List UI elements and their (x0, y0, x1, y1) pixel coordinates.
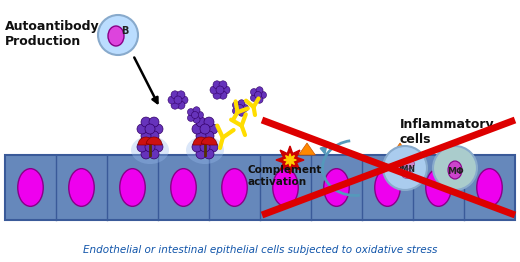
Circle shape (241, 105, 249, 112)
Ellipse shape (401, 170, 412, 178)
Ellipse shape (18, 169, 43, 206)
Circle shape (204, 135, 214, 145)
Text: PMN: PMN (395, 165, 415, 173)
Circle shape (200, 124, 210, 134)
Bar (5, 155, 515, 220)
Circle shape (177, 101, 185, 109)
Circle shape (141, 117, 151, 127)
Ellipse shape (69, 169, 94, 206)
Circle shape (254, 91, 262, 99)
Text: Inflammatory
cells: Inflammatory cells (400, 118, 495, 146)
Ellipse shape (171, 169, 196, 206)
Circle shape (256, 87, 263, 94)
Circle shape (145, 142, 155, 152)
Circle shape (196, 135, 206, 145)
Circle shape (213, 81, 221, 89)
Polygon shape (392, 143, 408, 155)
Circle shape (433, 146, 477, 190)
Ellipse shape (186, 136, 224, 164)
Circle shape (238, 100, 245, 107)
Text: B: B (121, 26, 128, 36)
Ellipse shape (120, 169, 145, 206)
Circle shape (210, 86, 218, 94)
Circle shape (171, 91, 179, 99)
Circle shape (187, 114, 194, 122)
Circle shape (208, 142, 218, 152)
Circle shape (196, 117, 206, 127)
Circle shape (168, 96, 176, 104)
Ellipse shape (222, 169, 247, 206)
Text: Complement
activation: Complement activation (248, 165, 322, 187)
Circle shape (219, 91, 227, 99)
Circle shape (149, 131, 159, 141)
Wedge shape (193, 137, 209, 145)
Circle shape (141, 131, 151, 141)
Circle shape (251, 94, 257, 101)
Circle shape (180, 96, 188, 104)
Ellipse shape (108, 26, 124, 46)
Circle shape (192, 142, 202, 152)
Ellipse shape (131, 136, 169, 164)
Circle shape (196, 131, 206, 141)
Circle shape (141, 135, 151, 145)
Circle shape (193, 116, 200, 123)
Text: Autoantibody
Production: Autoantibody Production (5, 20, 100, 48)
Circle shape (222, 86, 230, 94)
Circle shape (98, 15, 138, 55)
Circle shape (216, 86, 224, 94)
Circle shape (208, 124, 218, 134)
Ellipse shape (448, 161, 462, 179)
Circle shape (232, 102, 239, 108)
Circle shape (197, 112, 203, 118)
Wedge shape (138, 137, 154, 145)
Polygon shape (276, 146, 304, 174)
Circle shape (141, 149, 151, 159)
Polygon shape (298, 143, 316, 155)
Ellipse shape (273, 169, 298, 206)
Wedge shape (146, 137, 162, 145)
Polygon shape (284, 154, 296, 166)
Circle shape (200, 142, 210, 152)
Circle shape (232, 107, 239, 114)
Circle shape (191, 112, 199, 118)
Circle shape (259, 91, 267, 99)
Circle shape (193, 107, 200, 114)
Ellipse shape (426, 169, 451, 206)
Circle shape (137, 124, 147, 134)
Circle shape (149, 117, 159, 127)
Text: MΦ: MΦ (448, 166, 464, 176)
Circle shape (204, 149, 214, 159)
Circle shape (238, 109, 245, 116)
Circle shape (149, 135, 159, 145)
Circle shape (174, 96, 182, 104)
Text: Endothelial or intestinal epithelial cells subjected to oxidative stress: Endothelial or intestinal epithelial cel… (83, 245, 437, 255)
Wedge shape (201, 137, 217, 145)
Circle shape (204, 131, 214, 141)
Circle shape (137, 142, 147, 152)
Ellipse shape (404, 160, 414, 168)
Circle shape (219, 81, 227, 89)
Circle shape (204, 117, 214, 127)
Circle shape (171, 101, 179, 109)
Ellipse shape (324, 169, 349, 206)
Circle shape (383, 146, 427, 190)
Circle shape (153, 142, 163, 152)
Ellipse shape (375, 169, 400, 206)
Circle shape (153, 124, 163, 134)
Circle shape (149, 149, 159, 159)
Circle shape (192, 124, 202, 134)
Circle shape (145, 124, 155, 134)
Circle shape (237, 105, 243, 112)
Ellipse shape (477, 169, 502, 206)
Circle shape (251, 89, 257, 96)
Circle shape (256, 96, 263, 103)
Circle shape (196, 149, 206, 159)
Circle shape (187, 108, 194, 116)
Circle shape (177, 91, 185, 99)
Ellipse shape (394, 161, 405, 171)
Circle shape (213, 91, 221, 99)
